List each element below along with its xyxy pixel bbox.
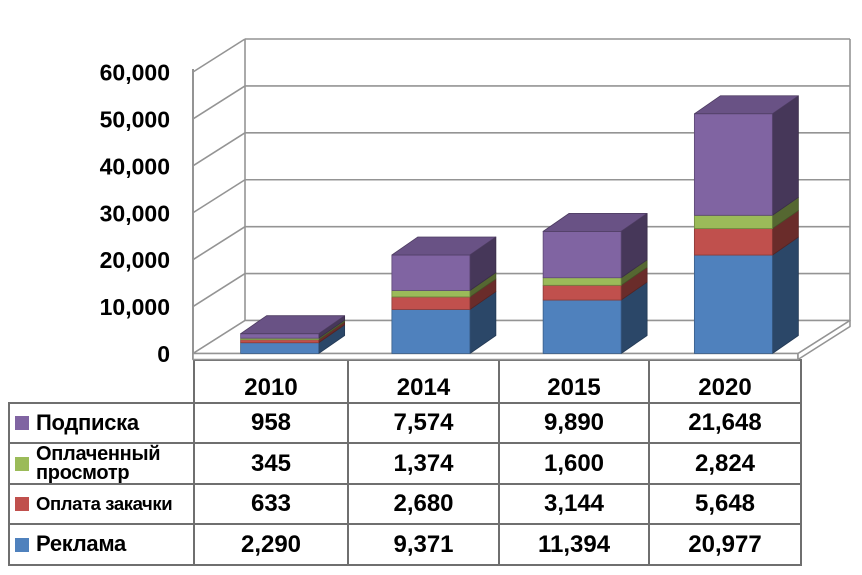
x-axis-label-2010: 2010 — [195, 361, 347, 402]
table-cell-download-payment-2020: 5,648 — [650, 485, 800, 523]
legend-label-advertising: Реклама — [36, 531, 126, 557]
x-axis-header-row: 2010 2014 2015 2020 — [193, 359, 802, 402]
chart-walls — [192, 38, 851, 360]
legend-label-paid-view: Оплаченный просмотр — [36, 444, 161, 483]
table-cell-subscription-2014: 7,574 — [349, 404, 498, 442]
bar-2020 — [693, 95, 799, 354]
y-axis-labels: 0 10,000 20,000 30,000 40,000 50,000 60,000 — [100, 60, 170, 368]
y-axis-tick-label: 10,000 — [100, 294, 170, 320]
legend-swatch-subscription-icon — [15, 416, 29, 430]
table-cell-subscription-2020: 21,648 — [650, 404, 800, 442]
legend-cell-download-payment: Оплата закачки — [10, 485, 193, 523]
y-axis-tick-label: 60,000 — [100, 60, 170, 86]
x-axis-label-2020: 2020 — [650, 361, 800, 402]
table-cell-download-payment-2015: 3,144 — [500, 485, 648, 523]
y-axis-tick-label: 50,000 — [100, 106, 170, 132]
y-axis-tick-label: 0 — [157, 341, 170, 367]
table-cell-advertising-2015: 11,394 — [500, 525, 648, 564]
legend-label-download-payment: Оплата закачки — [36, 493, 173, 515]
table-cell-subscription-2010: 958 — [195, 404, 347, 442]
x-axis-label-2015: 2015 — [500, 361, 648, 402]
bar-2015 — [542, 212, 648, 354]
table-cell-advertising-2020: 20,977 — [650, 525, 800, 564]
table-cell-paid-view-2014: 1,374 — [349, 444, 498, 483]
table-cell-advertising-2014: 9,371 — [349, 525, 498, 564]
legend-cell-subscription: Подписка — [10, 404, 193, 442]
y-axis-tick-label: 40,000 — [100, 153, 170, 179]
legend-cell-advertising: Реклама — [10, 525, 193, 564]
table-cell-advertising-2010: 2,290 — [195, 525, 347, 564]
legend-swatch-advertising-icon — [15, 537, 29, 552]
table-cell-paid-view-2010: 345 — [195, 444, 347, 483]
legend-label-subscription: Подписка — [36, 409, 139, 435]
data-table: Подписка 958 7,574 9,890 21,648 Оплаченн… — [8, 402, 802, 566]
y-axis-tick-label: 30,000 — [100, 200, 170, 226]
legend-swatch-paid-view-icon — [15, 456, 29, 471]
table-cell-subscription-2015: 9,890 — [500, 404, 648, 442]
chart-floor — [192, 319, 851, 361]
table-cell-download-payment-2014: 2,680 — [349, 485, 498, 523]
table-cell-paid-view-2015: 1,600 — [500, 444, 648, 483]
table-cell-paid-view-2020: 2,824 — [650, 444, 800, 483]
bar-2010 — [240, 315, 346, 354]
table-cell-download-payment-2010: 633 — [195, 485, 347, 523]
legend-swatch-download-payment-icon — [15, 497, 29, 511]
x-axis-label-2014: 2014 — [349, 361, 498, 402]
legend-cell-paid-view: Оплаченный просмотр — [10, 444, 193, 483]
y-axis-tick-label: 20,000 — [100, 247, 170, 273]
bar-2014 — [391, 236, 497, 354]
